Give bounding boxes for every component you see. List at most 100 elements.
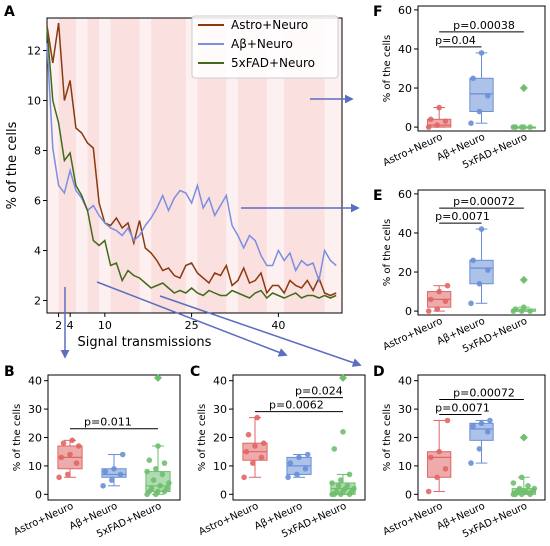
data-point	[60, 440, 67, 447]
panel-a-ytick-label: 8	[34, 145, 41, 158]
data-point	[155, 488, 161, 495]
data-point	[516, 485, 523, 492]
data-point	[109, 477, 115, 483]
data-point	[527, 124, 533, 130]
pvalue-label: p=0.00072	[453, 386, 515, 399]
data-point	[302, 466, 309, 472]
data-point	[344, 483, 351, 489]
category-label: Astro+Neuro	[12, 501, 75, 538]
panel-a-ylabel: % of the cells	[5, 121, 20, 209]
panel-a-ytick-label: 6	[34, 195, 41, 208]
data-point	[285, 474, 291, 481]
panel-a-xtick-label: 10	[98, 319, 112, 332]
data-point	[476, 281, 483, 287]
data-point	[58, 454, 65, 461]
data-point	[428, 296, 434, 303]
data-point	[296, 454, 302, 461]
data-point	[148, 485, 155, 492]
data-point	[518, 474, 525, 481]
data-point	[338, 477, 344, 483]
panel-a-xtick-label: 4	[67, 319, 74, 332]
data-point	[444, 282, 451, 289]
ytick-label: 60	[398, 4, 412, 17]
ytick-label: 0	[405, 488, 412, 501]
data-point	[470, 257, 476, 264]
data-point	[150, 477, 157, 483]
data-point	[144, 468, 150, 475]
panel-label: B	[4, 364, 15, 380]
ytick-label: 40	[398, 43, 412, 56]
data-point	[485, 93, 491, 99]
data-point	[159, 471, 166, 478]
data-point	[166, 480, 172, 486]
ytick-label: 0	[405, 305, 412, 318]
data-point	[335, 483, 342, 489]
data-point	[69, 437, 75, 444]
panel-a-ytick-label: 2	[34, 295, 41, 308]
data-point	[476, 446, 483, 452]
data-point	[333, 488, 340, 495]
outlier-point	[519, 433, 528, 442]
panel-a-ytick-label: 4	[34, 245, 41, 258]
pvalue-label: p=0.04	[435, 34, 476, 47]
category-label: Astro+Neuro	[381, 501, 444, 538]
data-point	[442, 466, 449, 472]
data-point	[428, 116, 434, 123]
ytick-label: 40	[398, 375, 412, 388]
data-point	[468, 120, 474, 126]
data-point	[478, 226, 485, 232]
data-point	[434, 306, 440, 312]
panel-a-xlabel: Signal transmissions	[78, 335, 212, 350]
data-point	[65, 471, 71, 478]
legend-frame	[191, 15, 339, 79]
data-point	[304, 451, 311, 458]
outlier-point	[154, 373, 162, 382]
ytick-label: 10	[213, 460, 227, 473]
data-point	[56, 474, 62, 481]
data-point	[73, 460, 80, 466]
data-point	[117, 471, 124, 478]
pvalue-label: p=0.00038	[453, 19, 515, 32]
data-point	[67, 451, 73, 458]
data-point	[146, 457, 153, 464]
data-point	[250, 460, 256, 466]
data-point	[531, 485, 538, 492]
ytick-label: 20	[398, 82, 412, 95]
data-point	[243, 448, 250, 455]
data-point	[331, 446, 338, 452]
ytick-label: 30	[28, 403, 42, 416]
data-point	[75, 443, 82, 449]
category-label: Astro+Neuro	[381, 132, 444, 169]
data-point	[428, 454, 434, 461]
panel-a-series-line	[46, 42, 337, 284]
data-point	[155, 443, 161, 449]
pvalue-label: p=0.0071	[435, 210, 490, 223]
ylabel: % of the cells	[382, 404, 393, 472]
data-point	[436, 288, 443, 295]
pvalue-label: p=0.011	[84, 416, 132, 429]
ylabel: % of the cells	[12, 404, 23, 472]
data-point	[351, 485, 357, 492]
data-point	[119, 451, 126, 458]
ytick-label: 20	[213, 432, 227, 445]
panel-label: C	[190, 364, 200, 380]
data-point	[258, 454, 265, 461]
ylabel: % of the cells	[382, 219, 393, 287]
pvalue-label: p=0.00072	[453, 195, 515, 208]
ytick-label: 30	[213, 403, 227, 416]
data-point	[153, 466, 159, 472]
data-point	[470, 423, 476, 429]
ytick-label: 20	[28, 432, 42, 445]
data-point	[254, 414, 260, 421]
data-point	[102, 468, 109, 475]
data-point	[487, 417, 493, 424]
ytick-label: 0	[35, 488, 42, 501]
connector-arrow	[159, 295, 362, 367]
panel-a-band	[151, 18, 186, 313]
category-label: Astro+Neuro	[197, 501, 260, 538]
